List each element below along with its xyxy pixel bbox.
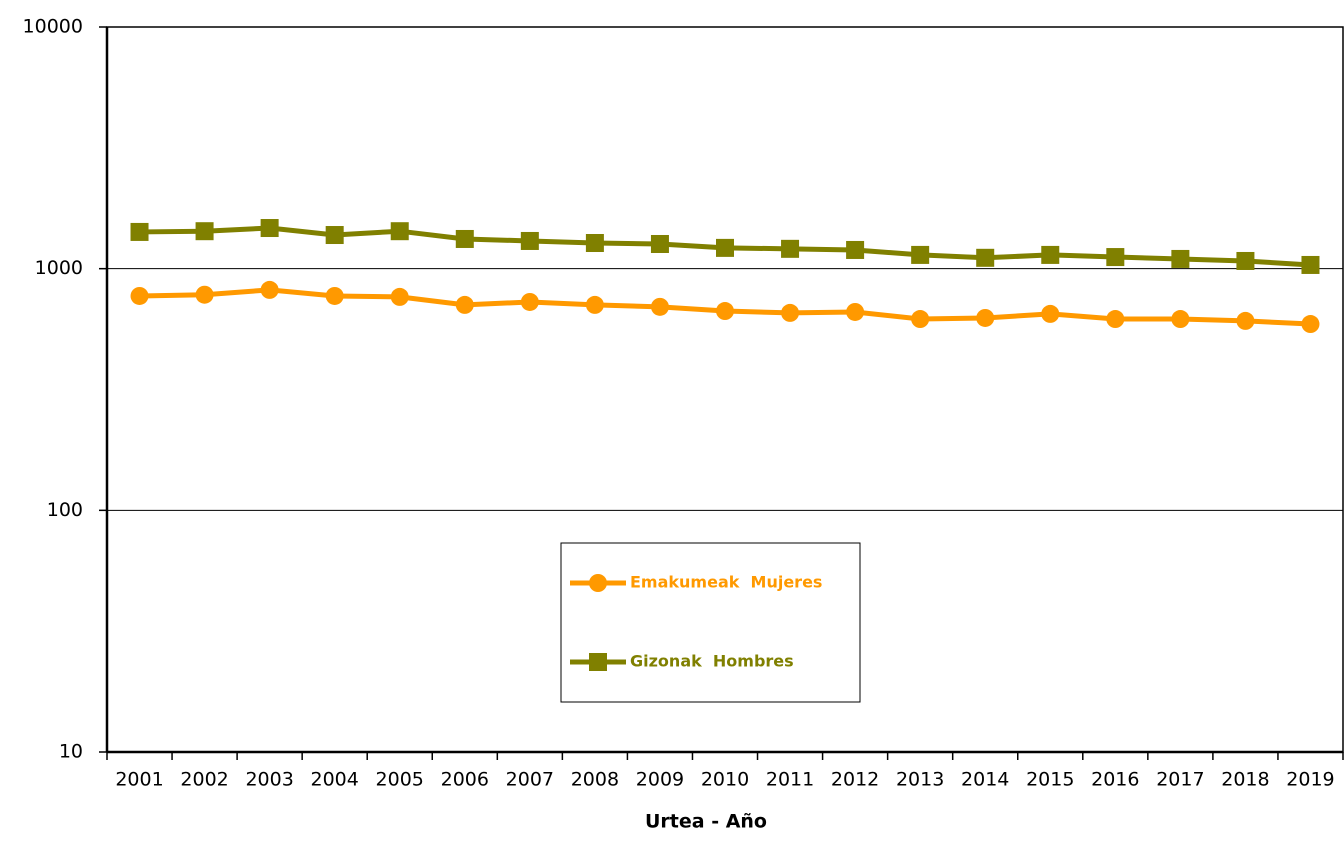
point [650, 234, 669, 253]
point [976, 308, 995, 327]
point [455, 229, 474, 248]
point [716, 238, 734, 257]
point [585, 234, 604, 253]
point [1301, 255, 1320, 274]
x-tick-label: 2016 [1091, 769, 1139, 791]
x-tick-label: 2015 [1026, 769, 1074, 791]
y-tick-label: 1000 [35, 257, 83, 279]
point [781, 239, 800, 258]
point [260, 280, 279, 299]
x-tick-label: 2014 [961, 769, 1009, 791]
y-tick-label: 100 [47, 499, 83, 521]
x-tick-label: 2002 [180, 769, 228, 791]
x-tick-label: 2012 [831, 769, 879, 791]
x-tick-label: 2009 [636, 769, 684, 791]
point [846, 240, 865, 259]
x-tick-label: 2010 [701, 769, 749, 791]
point [911, 245, 930, 264]
point [1236, 311, 1255, 330]
point [455, 295, 474, 314]
point [585, 295, 604, 314]
x-tick-label: 2004 [311, 769, 359, 791]
x-tick-label: 2005 [376, 769, 424, 791]
point [716, 302, 734, 321]
legend-label: Emakumeak Mujeres [630, 573, 822, 592]
x-tick-label: 2019 [1286, 769, 1334, 791]
y-tick-label: 10000 [23, 16, 83, 38]
point [781, 303, 800, 322]
x-tick-label: 2001 [115, 769, 163, 791]
point [130, 286, 149, 305]
point [1041, 245, 1060, 264]
point [1236, 251, 1255, 270]
point [1301, 315, 1320, 334]
x-tick-label: 2013 [896, 769, 944, 791]
point [520, 231, 539, 250]
point [1041, 304, 1060, 323]
y-tick-label: 10 [59, 741, 83, 763]
x-tick-label: 2007 [506, 769, 554, 791]
x-tick-label: 2008 [571, 769, 619, 791]
x-tick-label: 2006 [441, 769, 489, 791]
point [325, 286, 344, 305]
x-tick-label: 2011 [766, 769, 814, 791]
point [195, 285, 214, 304]
point [390, 222, 409, 241]
point [1171, 310, 1190, 329]
point [260, 219, 279, 238]
point [195, 222, 214, 241]
point [520, 292, 539, 311]
legend-box [560, 542, 861, 703]
point [650, 297, 669, 316]
x-tick-label: 2003 [245, 769, 293, 791]
point [976, 248, 995, 267]
point [1171, 249, 1190, 268]
point [390, 287, 409, 306]
point [846, 302, 865, 321]
point [1106, 248, 1125, 267]
point [325, 226, 344, 245]
legend-marker [589, 653, 607, 671]
point [130, 222, 149, 241]
x-tick-label: 2017 [1156, 769, 1204, 791]
legend-marker [589, 574, 607, 592]
x-axis-title: Urtea - Año [645, 811, 767, 833]
point [911, 310, 930, 329]
legend: Emakumeak Mujeres Gizonak Hombres [560, 542, 861, 703]
point [1106, 310, 1125, 329]
legend-label: Gizonak Hombres [630, 652, 794, 671]
x-tick-label: 2018 [1221, 769, 1269, 791]
